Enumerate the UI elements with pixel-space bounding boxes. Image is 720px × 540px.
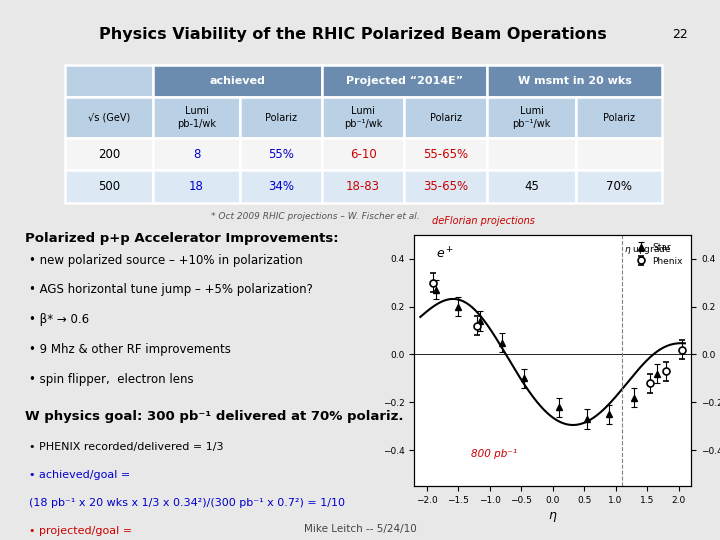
FancyBboxPatch shape <box>153 97 240 138</box>
Text: • projected/goal =: • projected/goal = <box>29 526 132 536</box>
Text: 8: 8 <box>193 147 200 160</box>
FancyBboxPatch shape <box>153 138 240 170</box>
Text: 6-10: 6-10 <box>350 147 377 160</box>
Text: Projected “2014E”: Projected “2014E” <box>346 76 463 86</box>
FancyBboxPatch shape <box>153 65 322 97</box>
FancyBboxPatch shape <box>322 97 404 138</box>
Text: 55-65%: 55-65% <box>423 147 468 160</box>
FancyBboxPatch shape <box>487 97 576 138</box>
Text: (18 pb⁻¹ x 20 wks x 1/3 x 0.34²)/(300 pb⁻¹ x 0.7²) = 1/10: (18 pb⁻¹ x 20 wks x 1/3 x 0.34²)/(300 pb… <box>29 498 345 508</box>
Text: achieved: achieved <box>210 76 266 86</box>
Text: 500: 500 <box>98 180 120 193</box>
X-axis label: $\eta$: $\eta$ <box>548 510 557 524</box>
Text: Polariz: Polariz <box>603 112 635 123</box>
Text: Polariz: Polariz <box>265 112 297 123</box>
FancyBboxPatch shape <box>240 170 322 202</box>
Legend: Star, Phenix: Star, Phenix <box>633 239 687 269</box>
FancyBboxPatch shape <box>576 170 662 202</box>
Text: • AGS horizontal tune jump – +5% polarization?: • AGS horizontal tune jump – +5% polariz… <box>29 284 312 296</box>
FancyBboxPatch shape <box>322 138 404 170</box>
Text: Lumi
pb⁻¹/wk: Lumi pb⁻¹/wk <box>513 106 551 129</box>
Text: • achieved/goal =: • achieved/goal = <box>29 470 130 480</box>
Text: 800 pb⁻¹: 800 pb⁻¹ <box>471 449 517 460</box>
FancyBboxPatch shape <box>487 138 576 170</box>
FancyBboxPatch shape <box>65 138 153 170</box>
Text: $e^+$: $e^+$ <box>436 247 454 262</box>
FancyBboxPatch shape <box>487 65 662 97</box>
FancyBboxPatch shape <box>65 170 153 202</box>
Text: W msmt in 20 wks: W msmt in 20 wks <box>518 76 631 86</box>
Text: 70%: 70% <box>606 180 632 193</box>
Text: Mike Leitch -- 5/24/10: Mike Leitch -- 5/24/10 <box>304 523 416 534</box>
Text: √s (GeV): √s (GeV) <box>88 112 130 123</box>
Text: 45: 45 <box>524 180 539 193</box>
Text: 55%: 55% <box>268 147 294 160</box>
Text: • β* → 0.6: • β* → 0.6 <box>29 313 89 326</box>
Text: deFlorian projections: deFlorian projections <box>432 215 535 226</box>
Text: 200: 200 <box>98 147 120 160</box>
Text: Lumi
pb⁻¹/wk: Lumi pb⁻¹/wk <box>344 106 382 129</box>
FancyBboxPatch shape <box>240 97 322 138</box>
Text: • 9 Mhz & other RF improvements: • 9 Mhz & other RF improvements <box>29 343 230 356</box>
FancyBboxPatch shape <box>65 97 153 138</box>
Text: Physics Viability of the RHIC Polarized Beam Operations: Physics Viability of the RHIC Polarized … <box>99 27 607 42</box>
Text: 34%: 34% <box>268 180 294 193</box>
FancyBboxPatch shape <box>404 97 487 138</box>
Text: • PHENIX recorded/delivered = 1/3: • PHENIX recorded/delivered = 1/3 <box>29 442 223 452</box>
FancyBboxPatch shape <box>322 170 404 202</box>
FancyBboxPatch shape <box>576 97 662 138</box>
FancyBboxPatch shape <box>153 170 240 202</box>
Text: 18: 18 <box>189 180 204 193</box>
Text: Lumi
pb-1/wk: Lumi pb-1/wk <box>177 106 216 129</box>
Text: • spin flipper,  electron lens: • spin flipper, electron lens <box>29 373 194 386</box>
Text: * Oct 2009 RHIC projections – W. Fischer et al.: * Oct 2009 RHIC projections – W. Fischer… <box>212 212 420 221</box>
Text: 22: 22 <box>672 28 688 40</box>
FancyBboxPatch shape <box>576 138 662 170</box>
Text: $\eta$ upgrade: $\eta$ upgrade <box>624 242 672 255</box>
FancyBboxPatch shape <box>404 138 487 170</box>
FancyBboxPatch shape <box>240 138 322 170</box>
FancyBboxPatch shape <box>487 170 576 202</box>
FancyBboxPatch shape <box>322 65 487 97</box>
Text: W physics goal: 300 pb⁻¹ delivered at 70% polariz.: W physics goal: 300 pb⁻¹ delivered at 70… <box>25 410 404 423</box>
Text: 18-83: 18-83 <box>346 180 380 193</box>
Text: 35-65%: 35-65% <box>423 180 468 193</box>
FancyBboxPatch shape <box>404 170 487 202</box>
Text: Polariz: Polariz <box>430 112 462 123</box>
FancyBboxPatch shape <box>65 65 153 97</box>
Text: • new polarized source – +10% in polarization: • new polarized source – +10% in polariz… <box>29 254 302 267</box>
Text: Polarized p+p Accelerator Improvements:: Polarized p+p Accelerator Improvements: <box>25 232 339 245</box>
